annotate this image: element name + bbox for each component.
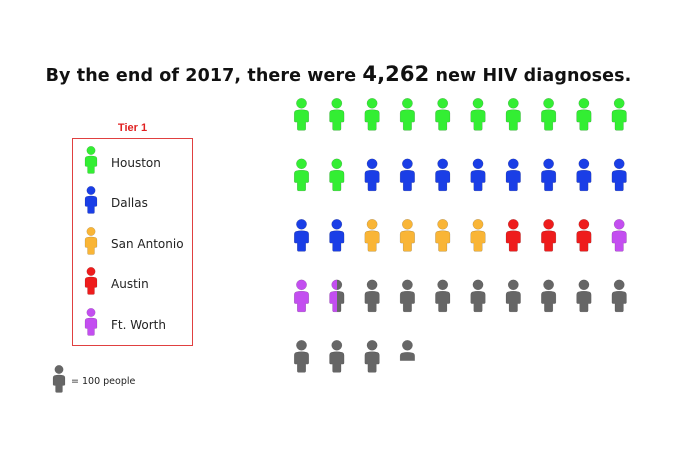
person-icon — [470, 98, 486, 131]
person-icon — [84, 146, 98, 174]
person-icon — [435, 219, 451, 252]
person-icon — [541, 279, 557, 313]
person-icon — [84, 308, 98, 336]
person-icon — [541, 219, 557, 252]
person-icon — [576, 98, 592, 131]
person-icon — [293, 340, 310, 373]
legend-item-san-antonio: San Antonio — [73, 226, 194, 262]
person-icon — [364, 98, 380, 131]
person-icon — [435, 98, 451, 131]
person-icon — [399, 158, 415, 192]
person-icon — [329, 98, 345, 131]
legend-item-dallas: Dallas — [73, 185, 194, 221]
person-icon — [293, 98, 310, 131]
person-icon — [505, 158, 521, 192]
person-icon — [399, 279, 415, 313]
person-icon — [329, 158, 345, 192]
legend-label-houston: Houston — [111, 156, 161, 170]
legend-label-san-antonio: San Antonio — [111, 237, 184, 251]
person-icon — [364, 219, 380, 252]
legend: Houston Dallas San Antonio Austin Ft. Wo… — [72, 138, 193, 346]
person-icon — [541, 98, 557, 131]
person-icon — [364, 158, 380, 192]
person-icon — [505, 219, 521, 252]
person-icon — [470, 219, 486, 252]
person-icon — [399, 340, 415, 361]
legend-item-houston: Houston — [73, 145, 194, 181]
person-icon — [329, 279, 345, 313]
legend-item-ft-worth: Ft. Worth — [73, 307, 194, 343]
person-icon — [52, 365, 66, 393]
person-icon — [399, 98, 415, 131]
person-icon — [293, 219, 310, 252]
person-icon — [611, 158, 627, 192]
person-icon — [470, 279, 486, 313]
person-icon — [505, 98, 521, 131]
person-icon — [611, 219, 627, 252]
title-total-value: 4,262 — [362, 62, 430, 86]
title-text-before: By the end of 2017, there were — [45, 66, 363, 86]
legend-label-ft-worth: Ft. Worth — [111, 318, 166, 332]
title-text-after: new HIV diagnoses. — [429, 66, 632, 86]
person-icon — [84, 227, 98, 255]
person-icon — [435, 279, 451, 313]
person-icon — [84, 186, 98, 214]
legend-title: Tier 1 — [117, 122, 148, 134]
person-icon — [470, 158, 486, 192]
person-icon — [576, 219, 592, 252]
person-icon — [399, 219, 415, 252]
person-icon — [329, 340, 345, 373]
scale-note: = 100 people — [52, 362, 172, 398]
person-icon — [611, 98, 627, 131]
person-icon — [611, 279, 627, 313]
person-icon — [364, 340, 380, 373]
chart-title: By the end of 2017, there were 4,262 new… — [0, 62, 677, 86]
person-icon — [329, 219, 345, 252]
scale-note-label: = 100 people — [71, 376, 136, 387]
person-icon — [293, 279, 310, 313]
person-icon — [364, 279, 380, 313]
person-icon — [541, 158, 557, 192]
legend-label-austin: Austin — [111, 277, 149, 291]
legend-label-dallas: Dallas — [111, 196, 148, 210]
person-icon — [576, 158, 592, 192]
person-icon — [435, 158, 451, 192]
person-icon — [293, 158, 310, 192]
person-icon — [576, 279, 592, 313]
person-icon — [84, 267, 98, 295]
person-icon — [505, 279, 521, 313]
legend-item-austin: Austin — [73, 266, 194, 302]
